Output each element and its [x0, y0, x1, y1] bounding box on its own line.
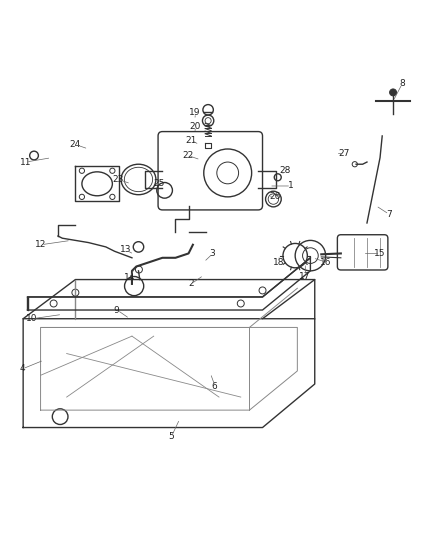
Text: 1: 1 — [288, 181, 294, 190]
Text: 5: 5 — [168, 432, 174, 441]
Text: 8: 8 — [399, 79, 405, 88]
Text: 21: 21 — [185, 136, 196, 145]
Text: 12: 12 — [35, 240, 46, 249]
Text: 25: 25 — [153, 179, 165, 188]
Text: 14: 14 — [124, 273, 135, 282]
Text: 28: 28 — [279, 166, 291, 175]
Text: 27: 27 — [339, 149, 350, 158]
Text: 18: 18 — [273, 257, 285, 266]
Text: 16: 16 — [320, 257, 332, 266]
Text: 22: 22 — [182, 151, 193, 160]
Text: 26: 26 — [269, 192, 280, 201]
Text: 3: 3 — [210, 249, 215, 258]
Text: 23: 23 — [112, 175, 124, 184]
Text: 10: 10 — [26, 314, 38, 323]
Text: 24: 24 — [70, 140, 81, 149]
Text: 15: 15 — [374, 249, 386, 258]
Text: 7: 7 — [386, 210, 392, 219]
Text: 13: 13 — [120, 246, 131, 254]
Text: 20: 20 — [189, 122, 201, 131]
Text: 19: 19 — [189, 108, 201, 117]
Text: 9: 9 — [114, 305, 120, 314]
Text: 6: 6 — [212, 382, 218, 391]
Circle shape — [390, 89, 396, 96]
Text: 11: 11 — [20, 158, 31, 166]
Text: 4: 4 — [19, 364, 25, 373]
Text: 2: 2 — [188, 279, 194, 288]
Text: 17: 17 — [300, 272, 311, 280]
